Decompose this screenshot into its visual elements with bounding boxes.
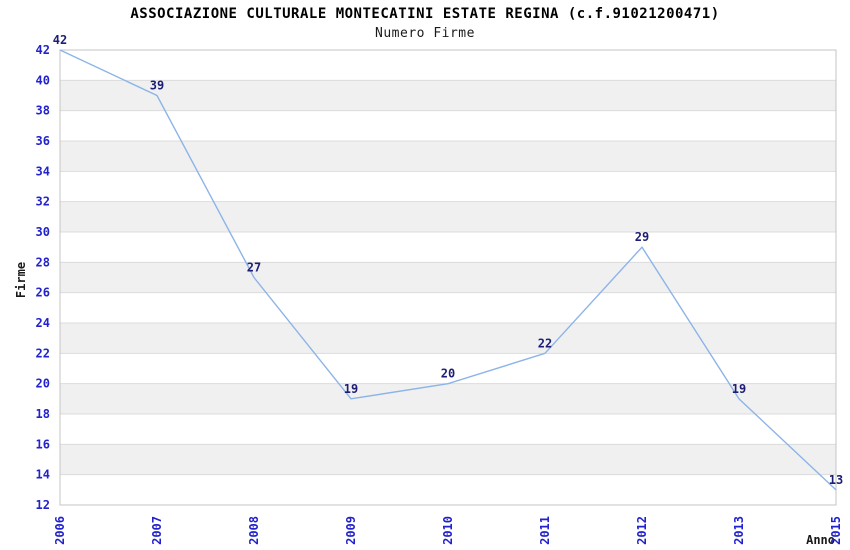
x-tick-label: 2007 [150, 516, 164, 545]
y-tick-label: 20 [36, 377, 50, 391]
plot-band [60, 383, 836, 414]
y-tick-label: 14 [36, 468, 50, 482]
x-tick-label: 2012 [635, 516, 649, 545]
y-tick-label: 40 [36, 73, 50, 87]
data-label: 19 [732, 382, 746, 396]
x-axis-title: Anno [806, 533, 835, 547]
y-tick-label: 24 [36, 316, 50, 330]
data-label: 22 [538, 336, 552, 350]
plot-band [60, 323, 836, 354]
data-label: 19 [344, 382, 358, 396]
y-tick-label: 36 [36, 134, 50, 148]
plot-band [60, 80, 836, 111]
y-tick-label: 18 [36, 407, 50, 421]
x-tick-label: 2008 [247, 516, 261, 545]
y-tick-label: 30 [36, 225, 50, 239]
data-label: 39 [150, 79, 164, 93]
y-tick-label: 38 [36, 104, 50, 118]
plot-band [60, 201, 836, 232]
y-tick-label: 28 [36, 255, 50, 269]
y-tick-label: 26 [36, 286, 50, 300]
x-tick-label: 2013 [732, 516, 746, 545]
data-label: 29 [635, 230, 649, 244]
y-tick-label: 32 [36, 195, 50, 209]
plot-border [59, 49, 837, 506]
x-tick-label: 2015 [829, 516, 843, 545]
plot-band [60, 141, 836, 172]
data-label: 42 [53, 33, 67, 47]
x-tick-label: 2009 [344, 516, 358, 545]
data-label: 20 [441, 367, 455, 381]
chart-title: ASSOCIAZIONE CULTURALE MONTECATINI ESTAT… [130, 6, 720, 22]
x-tick-label: 2006 [53, 516, 67, 545]
x-tick-label: 2011 [538, 516, 552, 545]
y-tick-label: 16 [36, 437, 50, 451]
y-tick-label: 22 [36, 346, 50, 360]
plot-band [60, 262, 836, 293]
y-tick-label: 12 [36, 498, 50, 512]
y-tick-label: 34 [36, 164, 50, 178]
data-label: 27 [247, 261, 261, 275]
x-tick-label: 2010 [441, 516, 455, 545]
y-tick-label: 42 [36, 43, 50, 57]
chart-subtitle: Numero Firme [375, 26, 475, 41]
plot-band [60, 444, 836, 475]
series-line [59, 49, 837, 491]
data-label: 13 [829, 473, 843, 487]
